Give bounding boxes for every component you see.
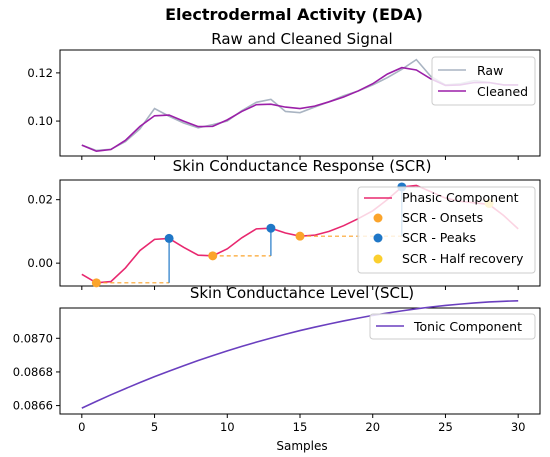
scr-panel: Skin Conductance Response (SCR) 0.00 0.02…	[27, 157, 541, 290]
y-tick-label: 0.10	[27, 114, 53, 128]
legend-cleaned-label: Cleaned	[477, 84, 528, 99]
x-tick-label: 30	[511, 420, 526, 434]
legend-onsets-label: SCR - Onsets	[402, 210, 483, 225]
scr-peak-point	[266, 223, 276, 233]
x-tick-label: 25	[438, 420, 453, 434]
legend-phasic-label: Phasic Component	[402, 190, 519, 205]
x-tick-label: 20	[365, 420, 380, 434]
scr-title: Skin Conductance Response (SCR)	[173, 157, 432, 175]
y-tick-label: 0.0870	[13, 331, 53, 345]
scl-panel: Skin Conductance Level (SCL) 0.0866 0.086…	[13, 284, 541, 418]
scl-legend: Tonic Component	[369, 313, 536, 340]
legend-half-recovery-label: SCR - Half recovery	[402, 251, 524, 266]
x-axis-ticks: 0 5 10 15 20 25 30	[78, 420, 525, 434]
x-tick-label: 0	[78, 420, 85, 434]
raw-cleaned-legend: Raw Cleaned	[431, 56, 536, 106]
x-tick-label: 10	[220, 420, 235, 434]
scr-legend: Phasic Component SCR - Onsets SCR - Peak…	[357, 186, 536, 274]
scr-onset-point	[91, 278, 101, 288]
scr-peak-point	[164, 233, 174, 243]
y-tick-label: 0.0866	[13, 399, 53, 413]
y-tick-label: 0.02	[27, 193, 53, 207]
legend-raw-label: Raw	[477, 63, 503, 78]
scl-title: Skin Conductance Level (SCL)	[190, 284, 414, 302]
y-tick-label: 0.00	[27, 256, 53, 270]
x-tick-label: 15	[293, 420, 308, 434]
x-axis-label: Samples	[276, 439, 327, 453]
x-tick-label: 5	[151, 420, 158, 434]
scr-onset-point	[295, 231, 305, 241]
legend-half-recovery-marker	[373, 254, 383, 264]
raw-cleaned-title: Raw and Cleaned Signal	[211, 30, 392, 48]
legend-peaks-marker	[373, 233, 383, 243]
y-tick-label: 0.0868	[13, 365, 53, 379]
legend-peaks-label: SCR - Peaks	[402, 230, 476, 245]
scr-onset-point	[208, 251, 218, 261]
raw-cleaned-panel: Raw and Cleaned Signal 0.10 0.12 Raw Clea…	[27, 30, 541, 160]
tonic-series-line	[81, 299, 519, 409]
legend-onsets-marker	[373, 213, 383, 223]
figure-title: Electrodermal Activity (EDA)	[165, 5, 423, 24]
y-tick-label: 0.12	[27, 66, 53, 80]
legend-tonic-label: Tonic Component	[413, 319, 522, 334]
